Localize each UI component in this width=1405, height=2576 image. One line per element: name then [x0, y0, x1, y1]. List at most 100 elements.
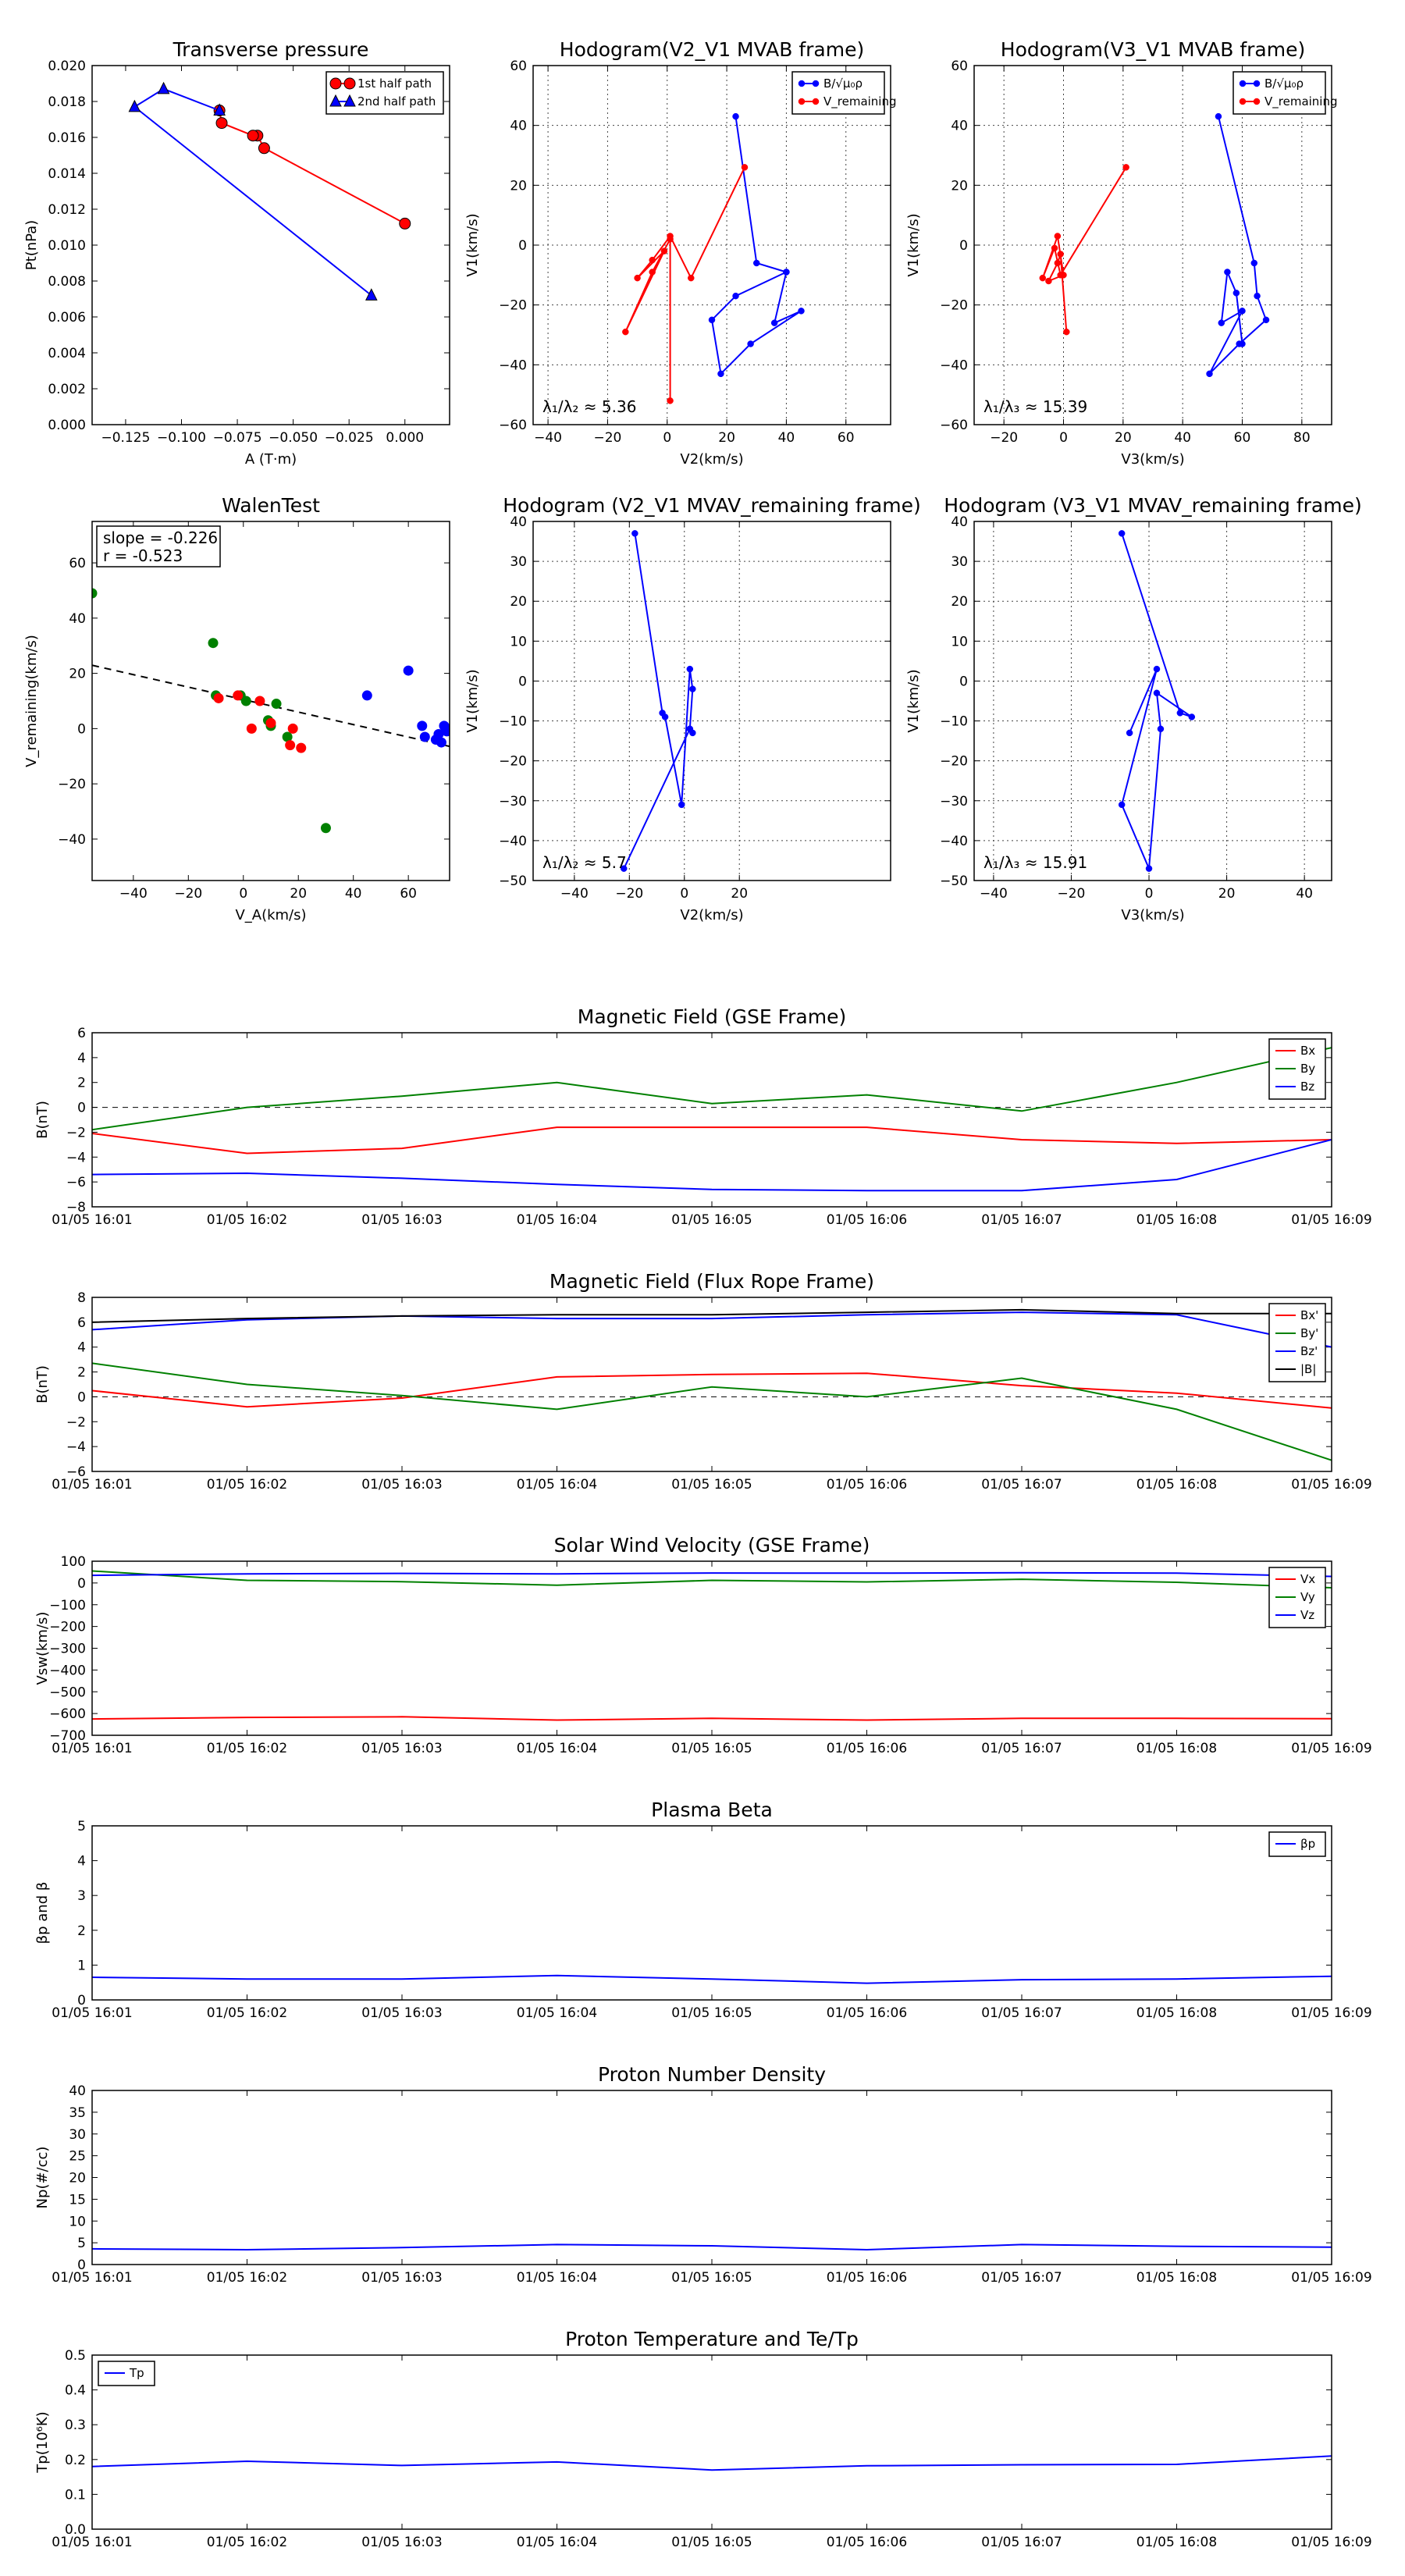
legend-box — [791, 71, 885, 115]
x-tick-label: 01/05 16:08 — [1136, 1741, 1217, 1756]
y-tick-label: −6 — [66, 1175, 86, 1190]
x-tick-label: 40 — [345, 886, 362, 902]
plot-frame — [91, 2354, 1332, 2530]
y-tick-label: 0 — [77, 721, 86, 737]
legend-label: V_remaining — [1264, 94, 1338, 109]
x-tick-label: 01/05 16:02 — [207, 2005, 287, 2021]
series-vx-line — [92, 1716, 1332, 1721]
plot-area — [92, 1308, 1332, 1461]
series-tp-line — [92, 2455, 1332, 2471]
data-point — [1218, 319, 1225, 326]
y-tick-label: 0.002 — [48, 382, 86, 397]
x-tick-label: 0 — [680, 886, 688, 902]
y-tick-label: 100 — [61, 1554, 86, 1570]
y-tick-label: 1 — [77, 1958, 86, 1973]
x-tick-label: −0.050 — [269, 430, 318, 446]
legend-label: |B| — [1300, 1362, 1316, 1376]
y-tick-label: −4 — [66, 1150, 86, 1165]
y-tick-label: 0.012 — [48, 202, 86, 218]
legend-marker — [1253, 98, 1261, 105]
legend: Bx' By' Bz' |B| — [1268, 1303, 1326, 1382]
y-tick-label: 0.004 — [48, 346, 86, 361]
data-point — [1262, 316, 1270, 324]
data-point — [247, 130, 259, 142]
legend: Tp — [98, 2361, 155, 2386]
plot-frame — [91, 521, 450, 881]
scatter-point — [417, 720, 428, 731]
y-tick-label: 5 — [77, 2236, 86, 2251]
x-tick-label: 01/05 16:07 — [981, 2270, 1062, 2286]
chart-title: Magnetic Field (Flux Rope Frame) — [550, 1270, 874, 1293]
x-tick-label: 01/05 16:06 — [827, 2535, 907, 2550]
y-axis-label: Tp(10⁶K) — [34, 2411, 51, 2473]
x-tick-label: 01/05 16:02 — [207, 2270, 287, 2286]
data-point — [1145, 865, 1153, 872]
x-tick-label: 01/05 16:09 — [1291, 1741, 1371, 1756]
data-point — [1239, 340, 1246, 347]
data-point — [732, 292, 739, 300]
data-point — [1060, 272, 1067, 279]
y-tick-label: 3 — [77, 1888, 86, 1904]
y-tick-label: 20 — [951, 178, 968, 194]
series-vy-line — [92, 1570, 1332, 1589]
y-tick-label: −40 — [58, 832, 86, 848]
x-axis-label: V_A(km/s) — [235, 907, 306, 923]
data-point — [1188, 713, 1196, 720]
legend-marker — [329, 94, 342, 107]
y-tick-label: −6 — [66, 1464, 86, 1480]
scatter-point — [296, 742, 307, 753]
y-tick-label: 2 — [77, 1076, 86, 1091]
legend-marker — [1239, 80, 1247, 87]
y-tick-label: 6 — [77, 1026, 86, 1041]
legend-label: βp — [1300, 1837, 1315, 1851]
scatter-point — [265, 717, 276, 728]
legend-label: Vz — [1300, 1608, 1314, 1622]
series-by--line — [92, 1362, 1332, 1461]
legend-box — [325, 71, 444, 115]
y-tick-label: −200 — [49, 1620, 86, 1635]
chart-hodogram-v2v1-mvab: Hodogram(V2_V1 MVAB frame) −40 −20 0 20 40 60 −… — [464, 38, 897, 468]
x-tick-label: 01/05 16:04 — [517, 1212, 597, 1228]
x-tick-label: 01/05 16:05 — [671, 1477, 752, 1493]
y-tick-label: −50 — [940, 873, 968, 889]
scatter-point — [233, 690, 244, 701]
x-tick-label: 80 — [1293, 430, 1311, 446]
y-tick-label: 0.006 — [48, 310, 86, 326]
y-tick-label: −500 — [49, 1685, 86, 1700]
stats-box — [96, 525, 221, 568]
data-point — [688, 274, 695, 282]
x-axis-label: A (T·m) — [245, 451, 297, 468]
y-tick-label: 5 — [77, 1819, 86, 1834]
y-tick-label: −60 — [499, 418, 527, 433]
x-tick-label: 01/05 16:08 — [1136, 2005, 1217, 2021]
scatter-point — [287, 723, 298, 734]
series-1st-half-path-line — [219, 110, 406, 225]
plot-frame — [532, 65, 891, 425]
y-tick-label: 0.014 — [48, 166, 86, 182]
y-tick-label: 40 — [69, 611, 86, 627]
x-tick-label: 01/05 16:07 — [981, 1477, 1062, 1493]
data-point — [1206, 370, 1213, 378]
plot-frame — [973, 521, 1332, 881]
y-tick-label: −700 — [49, 1728, 86, 1744]
data-point — [667, 236, 674, 243]
legend-box — [1268, 1831, 1326, 1857]
x-tick-label: 0 — [1145, 886, 1154, 902]
x-tick-label: 0 — [239, 886, 247, 902]
y-tick-label: 0 — [959, 238, 968, 254]
y-tick-label: −30 — [499, 794, 527, 809]
y-tick-label: 60 — [69, 556, 86, 571]
data-point — [631, 530, 638, 537]
y-tick-label: −2 — [66, 1125, 86, 1140]
y-tick-label: 4 — [77, 1340, 86, 1356]
data-point — [661, 713, 669, 720]
y-tick-label: −2 — [66, 1414, 86, 1430]
data-point — [1118, 530, 1126, 537]
x-tick-label: 01/05 16:06 — [827, 1212, 907, 1228]
y-tick-label: 8 — [77, 1290, 86, 1306]
chart-title: Proton Temperature and Te/Tp — [565, 2328, 859, 2350]
series-v-remaining-line — [624, 166, 745, 401]
series--p-line — [92, 1974, 1332, 1984]
data-point — [621, 865, 628, 872]
x-tick-label: 01/05 16:06 — [827, 1741, 907, 1756]
